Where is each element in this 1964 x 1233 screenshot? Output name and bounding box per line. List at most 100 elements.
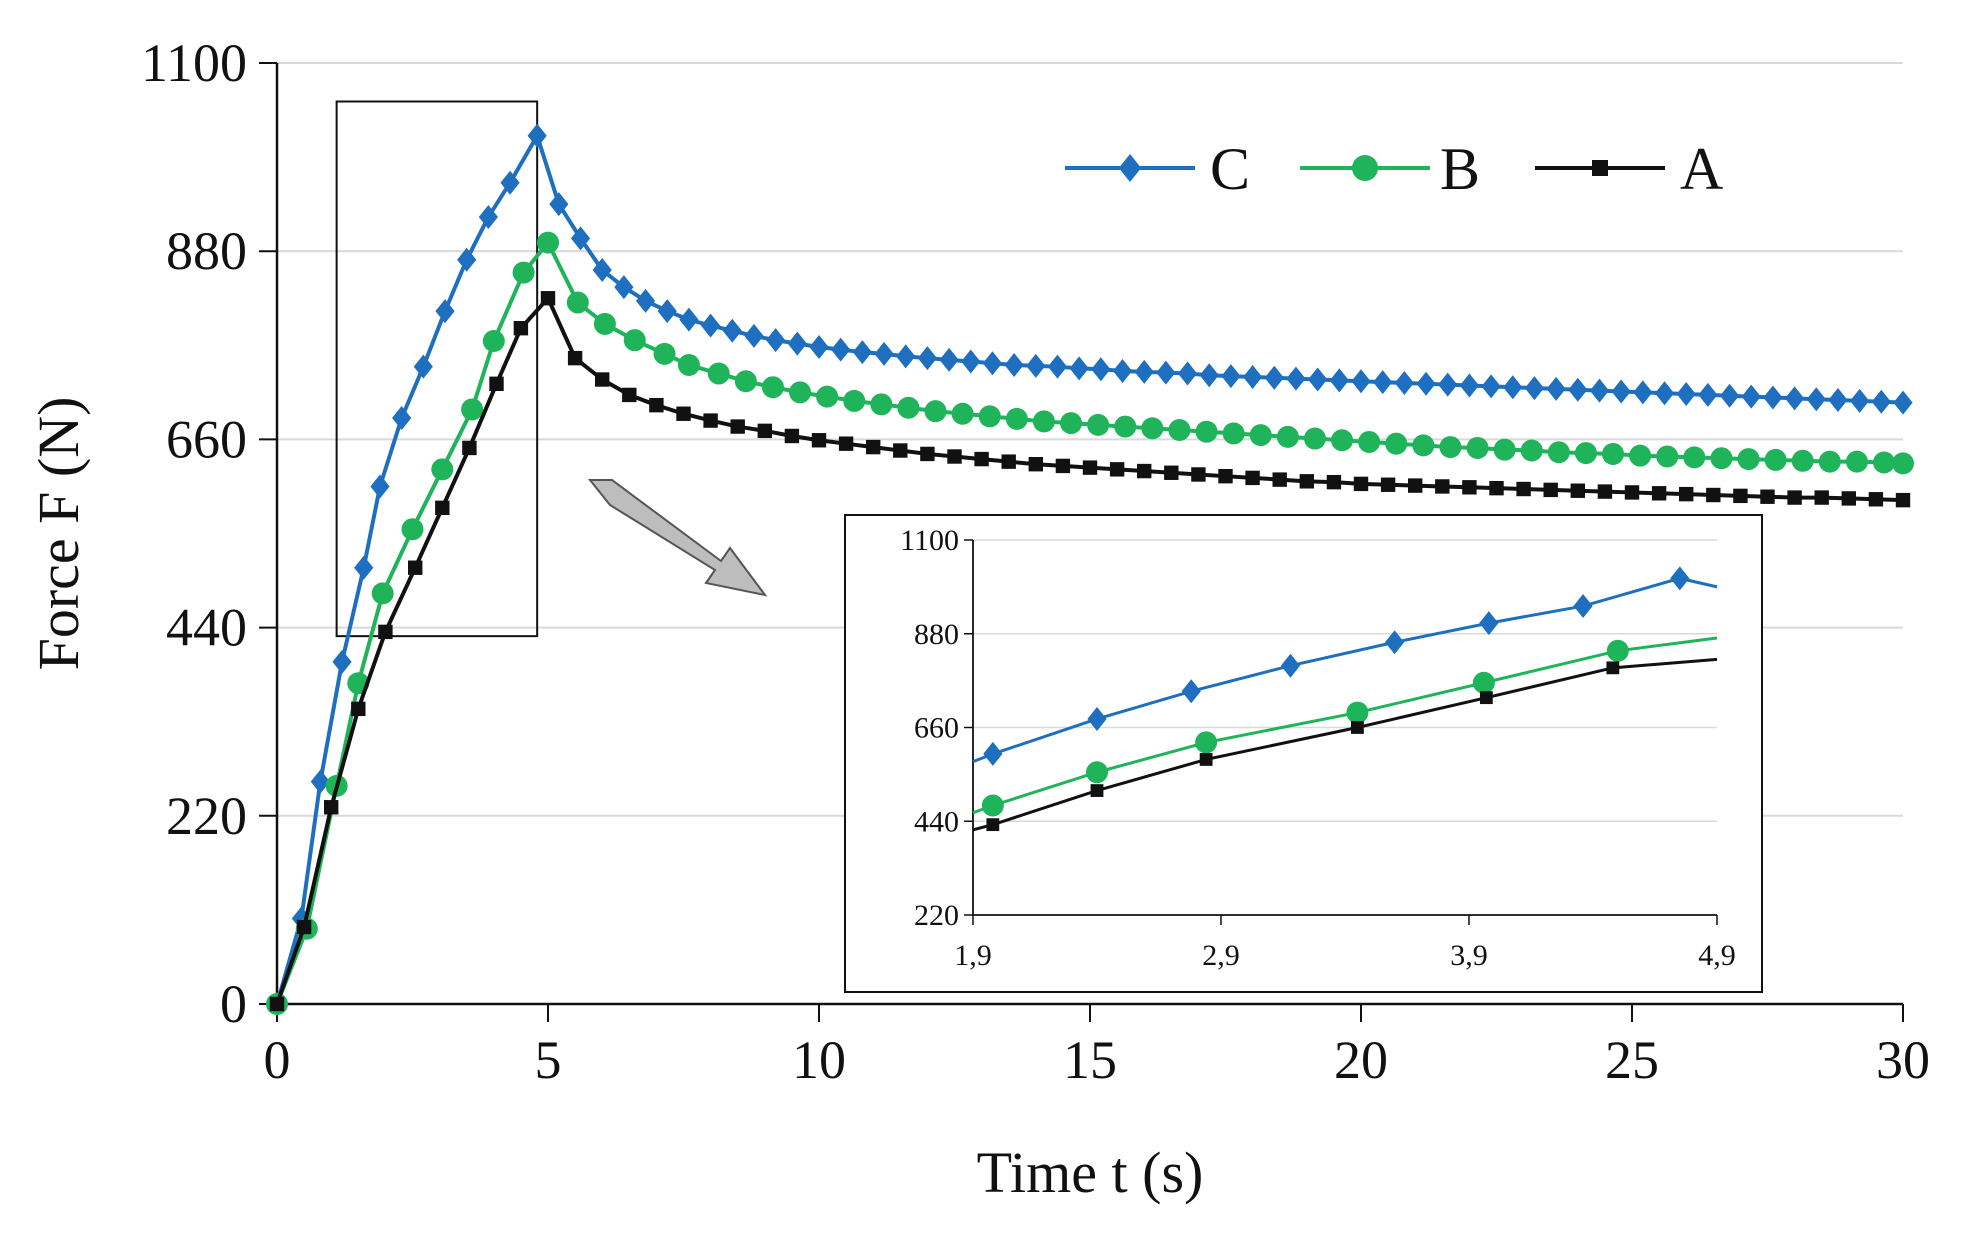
data-point-C — [1438, 372, 1458, 397]
data-point-B — [1574, 442, 1597, 465]
data-point-A — [676, 406, 691, 421]
data-point-C — [1199, 363, 1219, 388]
y-tick-label: 660 — [166, 409, 247, 469]
data-point-B — [1141, 417, 1164, 440]
data-point-A — [489, 376, 504, 391]
data-point-B — [1818, 450, 1841, 473]
data-point-A — [811, 433, 827, 448]
data-point-C — [1524, 376, 1545, 401]
inset-data-point-B — [1606, 639, 1629, 662]
legend-label-B: B — [1440, 136, 1480, 202]
data-point-C — [1112, 358, 1133, 383]
data-point-B — [1845, 450, 1868, 473]
data-point-C — [478, 204, 498, 229]
data-point-C — [1264, 365, 1284, 390]
data-point-C — [413, 354, 433, 379]
data-point-C — [310, 769, 330, 794]
data-point-C — [1611, 379, 1631, 404]
data-point-C — [392, 406, 412, 431]
data-point-B — [761, 376, 784, 399]
data-point-A — [1787, 490, 1802, 505]
data-point-C — [1850, 388, 1870, 413]
data-point-A — [1814, 490, 1829, 505]
data-point-C — [1481, 374, 1501, 399]
inset-data-point-C — [1670, 566, 1690, 591]
data-point-A — [1435, 479, 1450, 494]
data-point-C — [1329, 368, 1349, 393]
x-tick-label: 5 — [535, 1030, 562, 1090]
data-point-B — [1249, 424, 1272, 447]
data-point-C — [1351, 369, 1371, 394]
zoom-arrow-icon — [587, 479, 768, 597]
data-point-A — [703, 413, 718, 428]
data-point-B — [401, 518, 424, 541]
x-tick-label: 25 — [1605, 1030, 1659, 1090]
data-point-A — [1679, 486, 1694, 502]
data-point-C — [1676, 382, 1696, 407]
inset-data-point-A — [1479, 691, 1493, 705]
inset-data-point-B — [1195, 731, 1218, 754]
data-point-A — [1272, 472, 1287, 487]
data-point-C — [1286, 366, 1306, 391]
data-point-A — [622, 387, 637, 403]
data-point-C — [354, 555, 374, 580]
inset-y-tick-label: 220 — [914, 899, 959, 932]
inset-x-tick-label: 2,9 — [1202, 939, 1240, 972]
data-point-A — [435, 500, 450, 516]
x-tick-label: 20 — [1334, 1030, 1388, 1090]
data-point-A — [1651, 486, 1667, 501]
data-point-B — [789, 381, 812, 404]
data-point-A — [1462, 480, 1477, 495]
data-point-C — [1654, 381, 1675, 406]
data-point-B — [461, 398, 484, 421]
data-point-C — [1308, 367, 1328, 392]
data-point-A — [1137, 463, 1152, 479]
legend-marker-B — [1352, 155, 1378, 181]
legend-marker-C — [1118, 154, 1142, 182]
data-point-C — [1394, 370, 1414, 395]
data-point-A — [1218, 468, 1233, 484]
data-point-C — [370, 474, 390, 499]
y-tick-label: 0 — [220, 974, 247, 1034]
data-point-A — [567, 350, 583, 366]
data-point-C — [1719, 383, 1740, 408]
data-point-B — [1493, 438, 1516, 461]
data-point-C — [570, 226, 591, 251]
inset-data-point-C — [983, 741, 1003, 766]
data-point-C — [1546, 376, 1566, 401]
data-point-B — [897, 396, 920, 419]
data-point-C — [1633, 380, 1653, 405]
data-point-C — [1091, 357, 1111, 382]
inset-data-point-A — [986, 818, 1000, 832]
data-point-B — [1303, 427, 1326, 450]
data-point-B — [537, 231, 559, 254]
data-point-A — [1408, 478, 1423, 493]
inset-data-point-C — [1573, 594, 1593, 619]
data-point-B — [1358, 430, 1381, 453]
data-point-B — [1087, 413, 1110, 436]
y-tick-label: 1100 — [141, 33, 247, 93]
data-point-B — [1602, 442, 1625, 465]
data-point-A — [1624, 485, 1640, 500]
data-point-A — [784, 428, 800, 444]
data-point-A — [1299, 474, 1314, 489]
data-point-B — [734, 370, 757, 393]
data-point-B — [1385, 432, 1408, 455]
data-point-C — [332, 649, 352, 674]
legend-entry-C: C — [1065, 136, 1250, 202]
legend-entry-B: B — [1300, 136, 1480, 202]
data-point-B — [924, 400, 947, 423]
series-B — [266, 231, 1914, 1015]
data-point-C — [809, 335, 829, 360]
data-point-C — [549, 192, 569, 217]
data-point-B — [1791, 449, 1814, 472]
data-point-C — [635, 288, 656, 313]
data-point-B — [623, 329, 646, 352]
data-point-A — [1245, 470, 1260, 486]
data-point-C — [917, 346, 937, 371]
inset-y-tick-label: 660 — [914, 712, 959, 745]
inset-data-point-A — [1606, 661, 1620, 675]
data-point-A — [595, 372, 610, 387]
data-point-B — [843, 389, 866, 412]
